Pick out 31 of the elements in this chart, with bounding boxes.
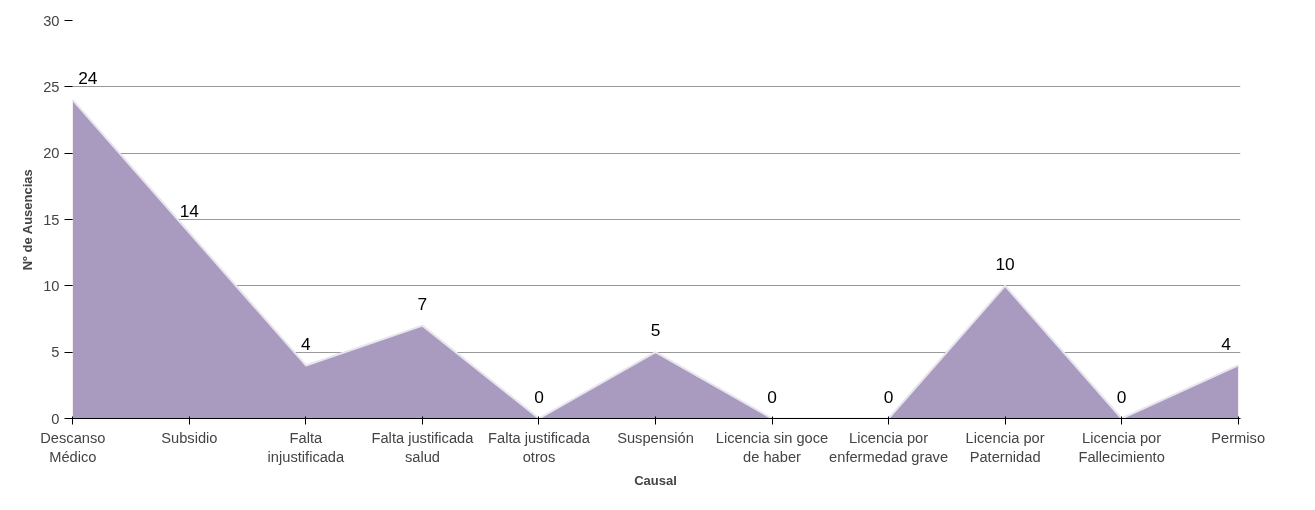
x-tick-label: Falta injustificada [267, 429, 346, 465]
y-tick-label: 30 [43, 12, 60, 29]
data-label: 4 [1221, 333, 1232, 354]
data-label: 0 [1116, 386, 1127, 407]
x-tick-label: Licencia por Fallecimiento [1078, 429, 1165, 465]
x-tick-label: Descanso Médico [40, 429, 106, 465]
data-label: 0 [767, 386, 777, 407]
y-tick-label: 15 [43, 211, 60, 228]
x-tick-label: Falta justificada salud [371, 429, 475, 465]
x-tick-label: Falta justificada otros [488, 429, 591, 465]
data-label: 5 [650, 320, 661, 341]
x-tick-label: Permiso [1211, 429, 1266, 446]
data-label: 7 [417, 293, 428, 314]
x-tick-label: Suspensión [617, 429, 694, 446]
x-tick-label: Licencia por enfermedad grave [829, 429, 949, 465]
data-label: 14 [179, 200, 200, 221]
data-label: 4 [301, 333, 312, 354]
data-label: 24 [78, 68, 98, 89]
x-tick-label: Licencia por Paternidad [965, 429, 1045, 465]
y-axis-title: Nº de Ausencias [20, 169, 36, 271]
data-label: 10 [995, 253, 1015, 274]
data-label: 0 [534, 386, 544, 407]
x-tick-label: Licencia sin goce de haber [715, 429, 829, 465]
y-tick-label: 10 [43, 277, 60, 294]
x-tick-label: Subsidio [161, 429, 218, 446]
data-label: 0 [883, 386, 894, 407]
y-tick-label: 20 [43, 145, 60, 162]
y-tick-label: 5 [51, 344, 60, 361]
y-tick-label: 25 [43, 78, 60, 95]
x-axis-title: Causal [634, 472, 677, 488]
y-tick-label: 0 [51, 410, 60, 427]
